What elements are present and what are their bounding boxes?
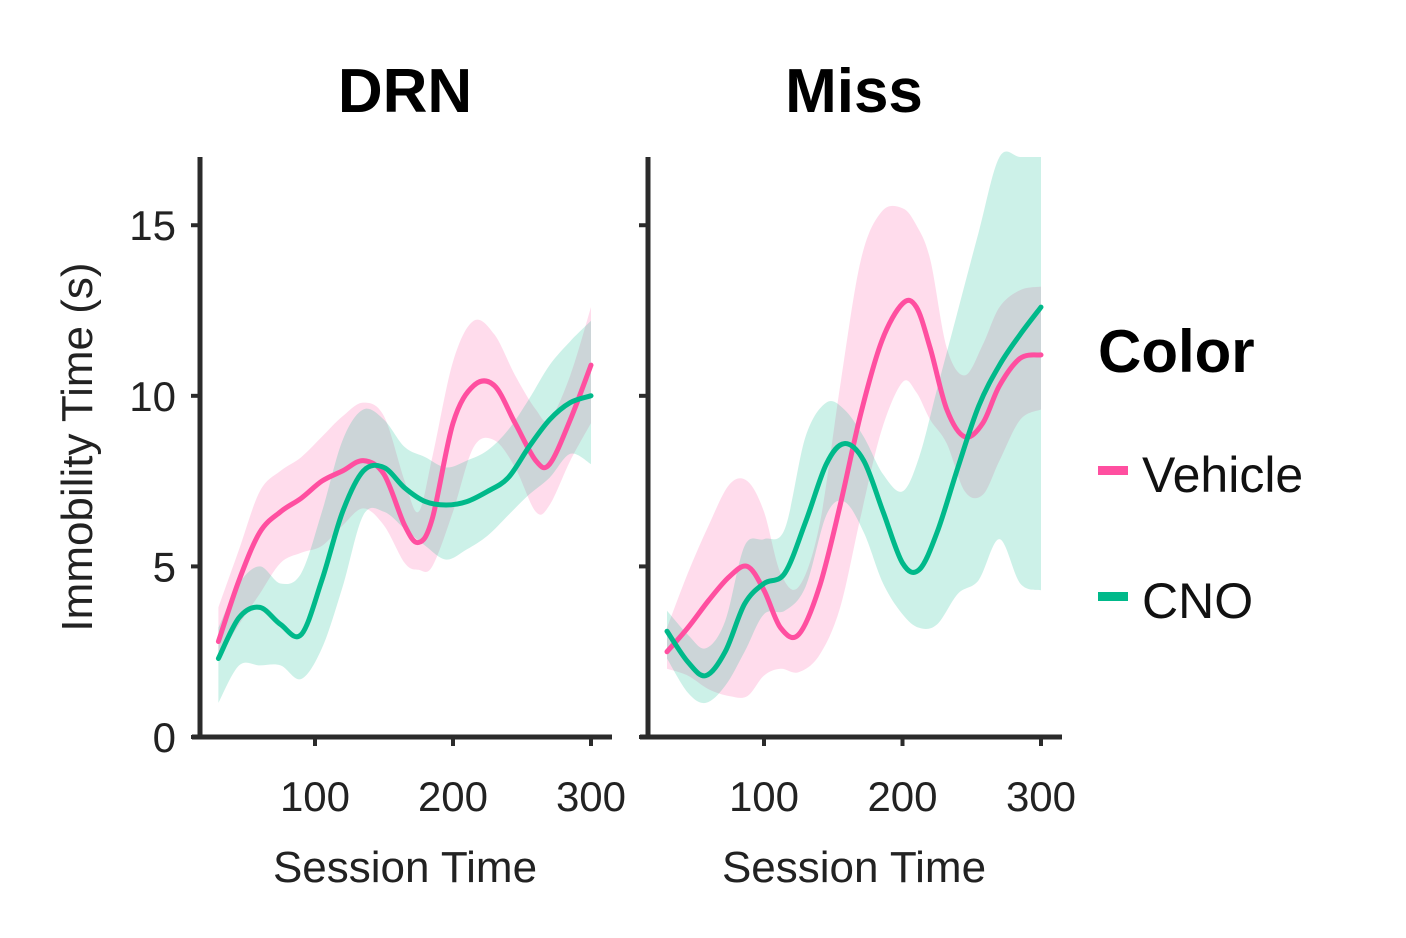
line-drn-cno [215,393,594,661]
confidence-bands-miss [667,151,1041,704]
series-lines-drn [215,362,594,661]
y-tick-label-5: 5 [153,543,176,590]
panel-drn: DRN 100 200 300 0 5 10 15 [129,57,626,820]
legend-swatch-vehicle [1098,466,1128,475]
axes-drn: 100 200 300 0 5 10 15 [129,157,626,820]
x-tick-label-miss-200: 200 [867,773,937,820]
legend: Color Vehicle CNO [1098,318,1303,629]
x-tick-label-drn-100: 100 [280,773,350,820]
legend-title: Color [1098,318,1255,385]
x-axis-label-miss: Session Time [722,843,986,892]
panel-title-miss: Miss [785,57,923,126]
legend-swatch-cno [1098,592,1128,601]
series-lines-miss [664,297,1044,679]
x-tick-label-miss-100: 100 [729,773,799,820]
x-tick-label-miss-300: 300 [1006,773,1076,820]
y-axis-label: Immobility Time (s) [53,262,102,631]
x-tick-label-drn-200: 200 [418,773,488,820]
line-drn-vehicle [215,362,594,644]
y-tick-label-10: 10 [129,373,176,420]
y-tick-label-15: 15 [129,202,176,249]
confidence-bands-drn [218,307,591,703]
panel-title-drn: DRN [338,57,472,126]
band-miss-cno [667,151,1041,704]
band-drn-vehicle [218,307,591,659]
legend-label-vehicle: Vehicle [1142,447,1303,503]
x-axis-label-drn: Session Time [273,843,537,892]
line-miss-vehicle [664,297,1044,655]
y-tick-label-0: 0 [153,714,176,761]
panel-miss: Miss 100 200 300 [639,57,1076,820]
x-tick-label-drn-300: 300 [556,773,626,820]
legend-label-cno: CNO [1142,573,1253,629]
line-miss-cno [664,304,1044,679]
axes-miss: 100 200 300 [639,157,1076,820]
